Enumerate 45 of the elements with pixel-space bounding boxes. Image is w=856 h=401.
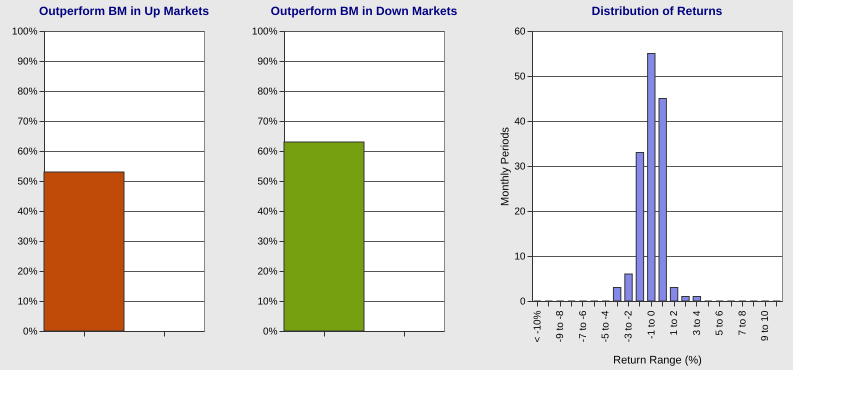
x-tick-label: 5 to 6 [714,310,726,336]
y-tick-label: 80% [17,86,38,98]
y-tick-label: 90% [257,56,278,68]
y-axis-title: Monthly Periods [499,126,512,206]
x-tick-label: 3 to 4 [692,310,703,336]
y-tick-label: 40% [17,206,38,218]
y-tick-label: 20% [257,266,278,278]
y-tick-label: 60% [257,146,278,158]
y-tick-label: 0% [263,326,278,338]
y-tick-label: 40 [514,116,526,128]
y-tick-label: 20 [514,206,526,218]
y-tick-label: 10 [514,252,526,262]
y-tick-label: 10% [17,296,38,308]
chart-title: Outperform BM in Down Markets [270,4,458,18]
y-tick-label: 50% [17,176,38,188]
y-tick-label: 60% [17,146,38,158]
y-tick-label: 50% [257,176,278,188]
y-tick-label: 60 [514,26,526,38]
y-tick-label: 90% [17,56,38,68]
x-tick-label: < -10% [532,310,544,342]
x-axis-title: Return Range (%) [613,354,702,366]
y-tick-label: 30% [257,236,278,248]
y-tick-label: 70% [17,116,38,128]
x-tick-label: -5 to -4 [600,310,612,342]
x-tick-label: 1 to 2 [669,310,680,336]
y-tick-label: 40% [257,206,278,218]
x-tick-label: 7 to 8 [737,310,748,336]
x-tick-label: -9 to -8 [555,310,566,342]
chart-title: Outperform BM in Up Markets [38,4,210,18]
y-tick-label: 30 [514,162,526,172]
y-tick-label: 70% [257,116,278,128]
chart-title: Distribution of Returns [592,4,723,18]
y-tick-label: 50 [514,72,526,82]
x-tick-label: -1 to 0 [646,310,658,339]
y-tick-label: 100% [12,26,38,38]
y-tick-label: 20% [17,266,38,278]
y-tick-label: 80% [257,86,278,98]
x-tick-label: -7 to -6 [578,310,589,342]
y-tick-label: 100% [252,26,278,38]
y-tick-label: 30% [17,236,38,248]
x-tick-label: 9 to 10 [760,310,772,342]
y-tick-label: 0 [520,296,526,308]
y-tick-label: 10% [257,296,278,308]
y-tick-label: 0% [23,326,38,338]
x-tick-label: -3 to -2 [624,310,635,342]
